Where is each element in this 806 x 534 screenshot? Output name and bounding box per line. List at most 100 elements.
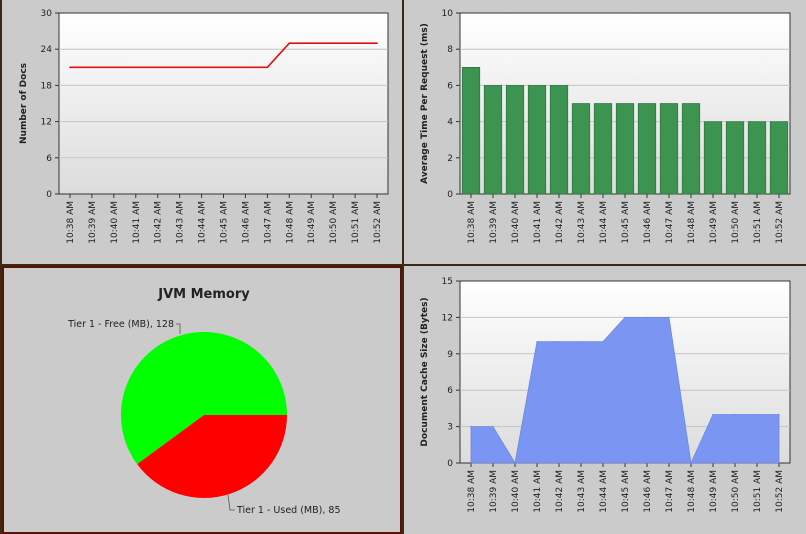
docs-x-tick-label: 10:40 AM — [110, 201, 120, 244]
cache-x-tick-label: 10:46 AM — [643, 470, 653, 513]
time-bar — [571, 103, 591, 195]
time-x-tick-label: 10:51 AM — [753, 201, 763, 244]
cache-y-tick-label: 12 — [442, 313, 453, 323]
cache-data-point — [778, 413, 780, 416]
cache-x-tick-label: 10:47 AM — [665, 470, 675, 513]
time-bar — [681, 103, 701, 195]
docs-x-tick-label: 10:43 AM — [176, 201, 186, 244]
time-bar — [593, 103, 613, 195]
time-chart-panel: 0 2 4 6 8 10 10:38 AM 10:39 AM 10:40 AM 10:41 AM 1… — [404, 0, 806, 264]
docs-data-point — [354, 42, 356, 44]
time-x-tick-label: 10:42 AM — [555, 201, 565, 244]
time-y-tick-label: 0 — [447, 190, 453, 200]
cache-area-series — [470, 317, 780, 465]
docs-y-axis-label: Number of Docs — [19, 63, 29, 144]
time-x-tick-label: 10:47 AM — [665, 201, 675, 244]
cache-x-tick-label: 10:48 AM — [687, 470, 697, 513]
pie-leader-used — [227, 494, 235, 511]
cache-data-point — [690, 462, 692, 464]
time-x-tick-label: 10:43 AM — [577, 201, 587, 244]
docs-x-tick-label: 10:47 AM — [263, 201, 273, 244]
cache-y-tick-label: 3 — [447, 423, 453, 433]
docs-x-tick-label: 10:42 AM — [154, 201, 164, 244]
time-x-tick-label: 10:40 AM — [511, 201, 521, 244]
pie-label-used: Tier 1 - Used (MB), 85 — [236, 505, 340, 516]
time-y-tick-label: 4 — [447, 118, 453, 128]
time-bar — [637, 103, 657, 195]
cache-data-point — [602, 341, 604, 343]
cache-x-tick-label: 10:42 AM — [555, 470, 565, 513]
docs-data-point — [288, 42, 291, 44]
time-y-tick-label: 6 — [447, 81, 453, 91]
cache-x-tick-label: 10:41 AM — [533, 470, 543, 513]
time-x-tick-label: 10:49 AM — [709, 201, 719, 244]
time-x-tick-label: 10:46 AM — [643, 201, 653, 244]
cache-x-tick-label: 10:51 AM — [753, 470, 763, 513]
pie-slice-used — [137, 415, 287, 498]
time-x-tick-label: 10:44 AM — [599, 201, 609, 244]
time-x-tick-label: 10:41 AM — [533, 201, 543, 244]
time-x-tick-label: 10:52 AM — [775, 201, 785, 244]
docs-x-tick-label: 10:52 AM — [373, 201, 383, 244]
time-bar — [527, 85, 547, 195]
docs-x-tick-label: 10:46 AM — [241, 201, 251, 244]
time-x-tick-label: 10:48 AM — [687, 201, 697, 244]
request-time-bar-chart: 0 2 4 6 8 10 10:38 AM 10:39 AM 10:40 AM 10:41 AM 1… — [420, 9, 791, 244]
cache-data-point — [756, 413, 758, 416]
cache-data-point — [470, 426, 472, 428]
jvm-chart-title: JVM Memory — [157, 287, 250, 302]
cache-x-tick-label: 10:39 AM — [489, 470, 499, 513]
docs-data-point — [134, 66, 137, 69]
time-y-tick-label: 10 — [442, 9, 454, 19]
cache-data-point — [536, 341, 538, 343]
time-bar — [549, 85, 569, 195]
jvm-memory-panel: JVM Memory Tier 1 - Free (MB), 128 Tier 1 … — [2, 266, 402, 534]
time-bar — [703, 121, 723, 195]
docs-data-point — [69, 66, 71, 69]
cache-data-point — [668, 316, 670, 318]
cache-y-tick-label: 9 — [447, 350, 453, 360]
pie-label-free: Tier 1 - Free (MB), 128 — [67, 319, 174, 330]
time-y-tick-label: 8 — [447, 45, 453, 55]
cache-x-tick-label: 10:38 AM — [467, 470, 477, 513]
docs-data-point — [91, 66, 93, 69]
cache-data-point — [492, 426, 494, 428]
time-x-tick-label: 10:45 AM — [621, 201, 631, 244]
docs-data-point — [156, 66, 159, 69]
docs-line-chart: 0 6 12 18 24 30 10:38 AM 10:39 AM 10:40 AM 10:41 … — [19, 9, 389, 244]
cache-x-tick-label: 10:50 AM — [731, 470, 741, 513]
cache-data-point — [734, 413, 736, 416]
docs-data-point — [376, 42, 378, 44]
cache-data-point — [580, 341, 582, 343]
docs-x-tick-label: 10:45 AM — [220, 201, 230, 244]
cache-y-tick-label: 6 — [447, 386, 453, 396]
docs-y-tick-label: 30 — [41, 9, 53, 19]
time-bar — [747, 121, 767, 195]
time-bar — [505, 85, 525, 195]
jvm-memory-pie-chart: JVM Memory Tier 1 - Free (MB), 128 Tier 1 … — [67, 287, 340, 516]
docs-x-tick-label: 10:41 AM — [132, 201, 142, 244]
docs-x-tick-label: 10:50 AM — [329, 201, 339, 244]
time-x-tick-label: 10:38 AM — [467, 201, 477, 244]
docs-x-tick-label: 10:49 AM — [307, 201, 317, 244]
cache-y-tick-label: 15 — [442, 277, 453, 287]
docs-y-tick-label: 24 — [41, 45, 53, 55]
docs-data-point — [178, 66, 181, 69]
time-y-axis-label: Average Time Per Request (ms) — [420, 23, 430, 184]
docs-x-tick-label: 10:51 AM — [351, 201, 361, 244]
docs-data-point — [113, 66, 115, 69]
cache-chart-panel: 0 3 6 9 12 15 10:38 AM 10:39 AM 10:40 AM 10:41 AM… — [404, 266, 806, 534]
time-bar — [615, 103, 635, 195]
time-bar — [483, 85, 503, 195]
time-x-tick-label: 10:39 AM — [489, 201, 499, 244]
time-bar — [461, 67, 481, 195]
cache-size-area-chart: 0 3 6 9 12 15 10:38 AM 10:39 AM 10:40 AM 10:41 AM… — [420, 277, 791, 513]
cache-y-tick-label: 0 — [447, 459, 453, 469]
docs-x-tick-label: 10:48 AM — [285, 201, 295, 244]
cache-data-point — [624, 316, 626, 318]
docs-data-point — [244, 66, 247, 69]
pie-slice-free — [120, 331, 288, 465]
cache-data-point — [558, 341, 560, 343]
cache-y-axis-label: Document Cache Size (Bytes) — [420, 297, 430, 446]
